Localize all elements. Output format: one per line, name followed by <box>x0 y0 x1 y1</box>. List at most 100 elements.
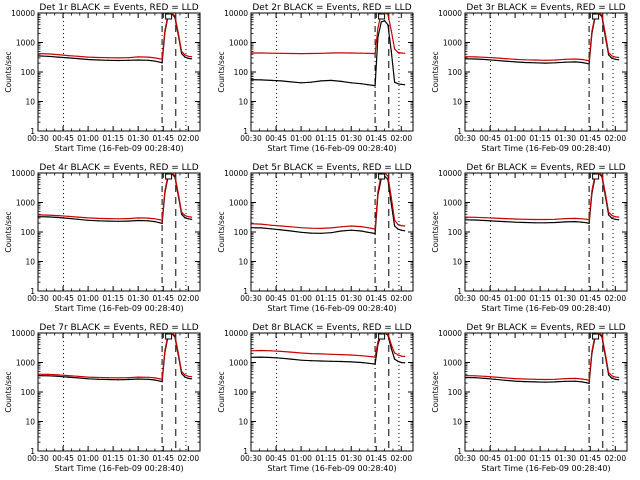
y-tick-label: 1 <box>243 287 248 296</box>
data-point-lld <box>601 174 603 176</box>
panel-det-1: Det 1r BLACK = Events, RED = LLD 1 10 100 10… <box>4 3 201 153</box>
data-point-lld <box>608 52 610 54</box>
data-point-events <box>524 381 526 383</box>
y-tick-label: 10000 <box>438 9 462 18</box>
data-point-events <box>367 362 369 364</box>
y-tick-label: 100 <box>21 228 36 237</box>
x-tick-label: 02:00 <box>390 134 412 143</box>
data-point-lld <box>588 219 590 221</box>
x-tick-label: 02:00 <box>177 294 199 303</box>
data-point-lld <box>38 53 39 55</box>
data-point-lld <box>330 353 332 355</box>
data-point-events <box>588 222 590 225</box>
y-tick-label: 100 <box>234 388 249 397</box>
data-point-lld <box>374 53 376 55</box>
data-point-events <box>374 363 376 365</box>
data-point-events <box>350 82 352 84</box>
data-point-events <box>117 59 119 62</box>
y-tick-label: 1000 <box>16 199 35 208</box>
x-tick-label: 00:30 <box>27 294 49 303</box>
data-point-lld <box>67 215 69 217</box>
x-tick-label: 00:45 <box>52 294 74 303</box>
data-point-events <box>484 58 486 61</box>
data-point-events <box>400 83 402 85</box>
data-point-events <box>611 57 613 59</box>
x-tick-label: 00:30 <box>454 454 476 463</box>
data-point-lld <box>260 52 262 54</box>
x-tick-label: 00:45 <box>479 454 501 463</box>
series-line-lld <box>38 173 192 222</box>
x-tick-label: 01:30 <box>554 134 576 143</box>
y-tick-label: 10000 <box>438 329 462 338</box>
data-point-lld <box>184 54 186 56</box>
x-tick-label: 01:45 <box>579 294 601 303</box>
x-tick-label: 01:15 <box>102 454 124 463</box>
data-point-lld <box>544 59 546 61</box>
data-point-events <box>87 219 89 221</box>
data-point-events <box>586 62 588 65</box>
data-point-events <box>280 357 282 359</box>
x-tick-label: 01:00 <box>504 134 526 143</box>
data-point-events <box>147 378 149 380</box>
data-point-lld <box>184 374 186 376</box>
data-point-lld <box>280 350 282 352</box>
x-tick-label: 01:00 <box>77 294 99 303</box>
y-tick-label: 100 <box>234 228 249 237</box>
data-point-lld <box>159 378 161 380</box>
data-point-lld <box>377 191 379 193</box>
peak-marker <box>378 173 386 180</box>
data-point-lld <box>164 29 166 31</box>
data-point-lld <box>107 217 109 220</box>
data-point-events <box>397 228 399 230</box>
data-point-lld <box>117 377 119 379</box>
data-point-lld <box>372 228 374 230</box>
data-point-events <box>484 377 486 379</box>
data-point-lld <box>574 217 576 219</box>
data-point-events <box>611 377 613 379</box>
data-point-lld <box>387 175 389 177</box>
data-point-events <box>320 80 322 82</box>
y-axis-label: Counts/sec <box>431 211 440 252</box>
data-point-lld <box>310 353 312 355</box>
x-axis-label: Start Time (16-Feb-09 00:28:40) <box>481 464 610 473</box>
data-point-events <box>137 378 139 380</box>
x-tick-label: 02:00 <box>604 454 626 463</box>
data-point-lld <box>127 377 129 379</box>
y-tick-label: 100 <box>21 68 36 77</box>
data-point-lld <box>390 30 392 32</box>
data-point-events <box>47 375 49 377</box>
data-point-events <box>372 363 374 365</box>
y-tick-label: 100 <box>448 228 463 237</box>
data-point-lld <box>554 218 556 220</box>
data-point-events <box>534 381 536 383</box>
data-point-lld <box>38 214 39 216</box>
data-point-events <box>57 216 59 219</box>
x-tick-label: 01:45 <box>365 454 387 463</box>
data-point-lld <box>340 52 342 54</box>
data-point-events <box>350 361 352 363</box>
data-point-events <box>187 218 189 220</box>
data-point-events <box>251 227 252 229</box>
data-point-lld <box>159 58 161 60</box>
y-tick-label: 1000 <box>443 39 462 48</box>
x-tick-label: 01:00 <box>77 454 99 463</box>
data-point-events <box>184 376 186 378</box>
data-point-events <box>154 60 156 62</box>
data-point-events <box>191 218 193 220</box>
data-point-lld <box>387 333 389 335</box>
data-point-events <box>107 59 109 61</box>
data-point-events <box>372 84 374 87</box>
data-point-lld <box>127 57 129 59</box>
panel-det-5: Det 5r BLACK = Events, RED = LLD 1 10 100 10… <box>217 163 414 313</box>
y-tick-label: 10000 <box>224 329 248 338</box>
data-point-events <box>270 228 272 230</box>
data-point-events <box>38 55 39 57</box>
panel-title: Det 3r BLACK = Events, RED = LLD <box>466 3 625 13</box>
x-tick-label: 02:00 <box>177 134 199 143</box>
data-point-events <box>117 379 119 381</box>
data-point-lld <box>187 216 189 218</box>
x-tick-label: 00:30 <box>240 454 262 463</box>
data-point-lld <box>608 371 610 374</box>
data-point-events <box>390 50 392 52</box>
data-point-lld <box>161 58 163 60</box>
